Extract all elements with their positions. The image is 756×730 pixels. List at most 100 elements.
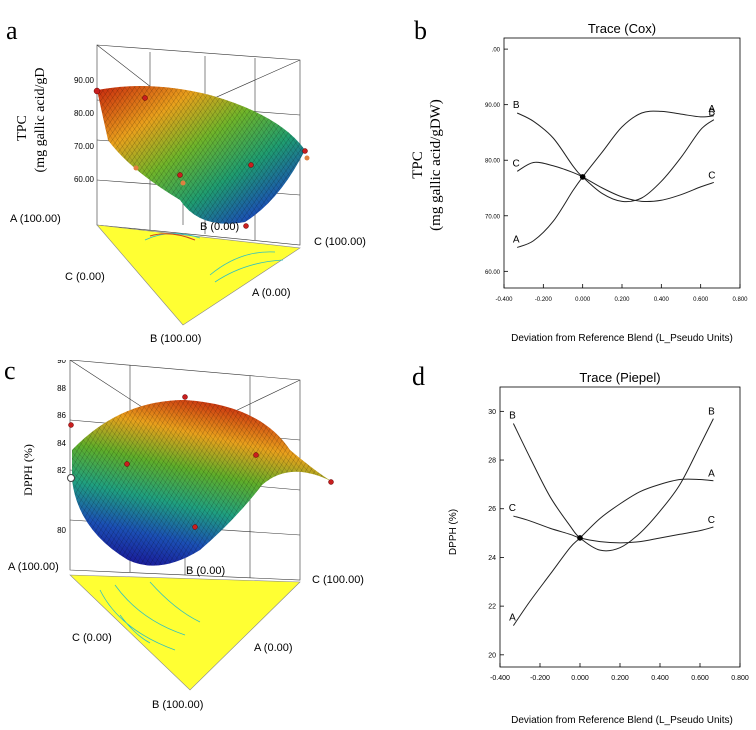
y-tick-label: 24 (488, 555, 496, 562)
design-points-c (68, 394, 334, 530)
surface-chart-c: 90 88 86 84 82 80 DPPH (%) A (100.00) C … (8, 360, 364, 711)
reference-blend-point (577, 535, 583, 541)
vertex-label-a-c: C (100.00) (314, 236, 366, 248)
y-tick-label: .00 (492, 48, 501, 54)
z-tick-c-6: 80 (57, 526, 66, 535)
x-tick-label: 0.400 (654, 297, 670, 303)
vertex-label-a-a: A (100.00) (10, 213, 61, 225)
x-tick-label: -0.200 (530, 675, 550, 682)
y-tick-label: 30 (488, 409, 496, 416)
x-tick-label: -0.400 (490, 675, 510, 682)
x-tick-label: 0.000 (571, 675, 589, 682)
series-line-c (516, 161, 715, 203)
z-tick-a-1: 90.00 (74, 76, 95, 85)
z-tick-a-4: 60.00 (74, 175, 95, 184)
y-tick-label: 20 (488, 652, 496, 659)
series-line-b (512, 418, 714, 552)
series-label-start-a: A (513, 234, 520, 245)
contour-lines-c (99, 581, 201, 651)
x-ticks-b: -0.400 -0.200 0.000 0.200 0.400 0.600 0.800 (495, 284, 748, 303)
y-tick-label: 26 (488, 506, 496, 513)
z-axis-label-c: DPPH (%) (21, 444, 35, 496)
chart-title-d: Trace (Piepel) (579, 370, 660, 385)
y-ticks-d: 30 28 26 24 22 20 (488, 409, 504, 659)
series-line-a (512, 478, 714, 626)
x-tick-label: 0.800 (731, 675, 749, 682)
panel-label-c: c (4, 356, 16, 385)
z-tick-c-2: 88 (57, 384, 66, 393)
contour-red-a (149, 233, 196, 241)
vertex-label-c-a: A (100.00) (8, 561, 59, 573)
vertex-label-c-c: C (100.00) (312, 574, 364, 586)
series-label-start-b: B (509, 411, 516, 422)
series-label-end-b: B (708, 407, 715, 418)
surface-chart-a: 90.00 80.00 70.00 60.00 TPC (mg gallic a… (10, 44, 366, 345)
z-tick-c-4: 84 (57, 439, 66, 448)
trace-chart-b: Trace (Cox) .00 90.00 80.00 70.00 60.00 -0.4… (410, 21, 748, 344)
series-line-c (513, 515, 714, 544)
z-tick-a-3: 70.00 (74, 142, 95, 151)
y-axis-label-d: DPPH (%) (448, 509, 459, 555)
simplex-base-c (69, 574, 301, 691)
panel-label-b: b (414, 16, 427, 45)
series-line-a (516, 110, 714, 248)
series-label-end-b: B (709, 108, 716, 119)
z-tick-c-5: 82 (57, 466, 66, 475)
series-label-start-b: B (513, 100, 520, 111)
series-label-end-c: C (708, 170, 715, 181)
y-tick-label: 90.00 (485, 103, 501, 109)
y-axis-label-b-line1: TPC (410, 151, 426, 179)
x-tick-label: 0.200 (611, 675, 629, 682)
x-tick-label: 0.200 (614, 297, 630, 303)
panel-label-a: a (6, 16, 18, 45)
zero-label-c-a: A (0.00) (254, 642, 293, 654)
x-tick-label: 0.400 (651, 675, 669, 682)
series-label-start-a: A (509, 613, 516, 624)
plot-frame-d (499, 386, 741, 668)
design-point-open-c (67, 474, 75, 482)
series-group-d: A A B B C C (509, 407, 715, 626)
zero-label-c-b: B (0.00) (186, 565, 225, 577)
y-tick-label: 70.00 (485, 214, 501, 220)
design-points-a (93, 87, 308, 229)
x-axis-label-b: Deviation from Reference Blend (L_Pseudo… (511, 333, 733, 344)
x-axis-label-d: Deviation from Reference Blend (L_Pseudo… (511, 715, 733, 726)
series-line-b (516, 112, 715, 203)
response-surface-a (97, 86, 305, 224)
vertex-label-a-b: B (100.00) (150, 333, 201, 345)
z-axis-label-a-line1: TPC (15, 115, 30, 141)
trace-chart-d: Trace (Piepel) 30 28 26 24 22 20 -0.400 -0.200… (448, 370, 749, 726)
y-tick-label: 80.00 (485, 159, 501, 165)
z-tick-c-1: 90 (57, 360, 66, 365)
series-label-end-c: C (708, 515, 715, 526)
y-tick-label: 22 (488, 604, 496, 611)
chart-title-b: Trace (Cox) (588, 21, 656, 36)
y-ticks-b: .00 90.00 80.00 70.00 60.00 (485, 48, 508, 276)
series-label-start-c: C (509, 503, 516, 514)
zero-label-c-c: C (0.00) (72, 632, 112, 644)
design-points-orange-a (133, 155, 310, 186)
zero-label-a-c: C (0.00) (65, 271, 105, 283)
z-tick-c-3: 86 (57, 411, 66, 420)
y-axis-label-b-line2: (mg gallic acid/gDW) (428, 99, 444, 231)
series-label-start-c: C (513, 158, 520, 169)
zero-label-a-b: B (0.00) (200, 221, 239, 233)
series-label-end-a: A (708, 469, 715, 480)
x-tick-label: 0.800 (732, 297, 748, 303)
z-axis-label-a-line2: (mg gallic acid/gD (33, 68, 48, 173)
y-tick-label: 28 (488, 458, 496, 465)
simplex-base-a (96, 224, 301, 326)
x-ticks-d: -0.400 -0.200 0.000 0.200 0.400 0.600 0.800 (490, 663, 749, 682)
z-tick-a-2: 80.00 (74, 109, 95, 118)
response-surface-c (72, 400, 333, 566)
x-tick-label: 0.000 (575, 297, 591, 303)
x-tick-label: 0.600 (691, 675, 709, 682)
x-tick-label: 0.600 (693, 297, 709, 303)
y-tick-label: 60.00 (485, 270, 501, 276)
x-tick-label: -0.200 (535, 297, 553, 303)
reference-blend-point (579, 174, 586, 180)
series-label-end-a: A (709, 104, 716, 115)
x-tick-label: -0.400 (495, 297, 513, 303)
vertex-label-c-b: B (100.00) (152, 699, 203, 711)
